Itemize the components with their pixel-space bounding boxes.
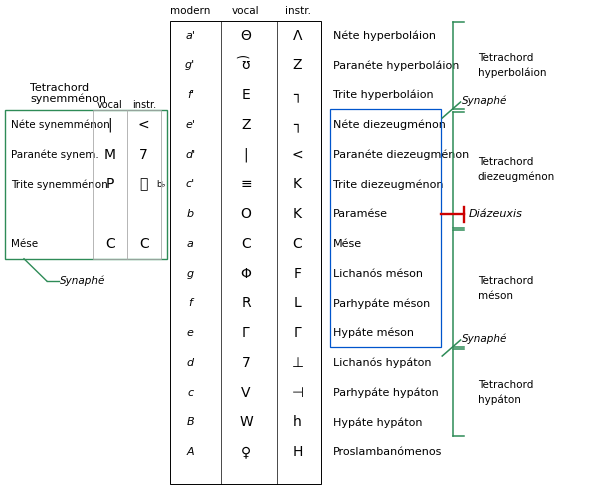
Text: F: F [293, 267, 302, 281]
Text: c: c [187, 388, 193, 397]
Text: Paranéte synem.: Paranéte synem. [11, 149, 98, 160]
Text: Diázeuxis: Diázeuxis [469, 209, 523, 219]
Text: a: a [187, 239, 194, 249]
Text: synemménon: synemménon [30, 94, 106, 104]
Text: Néte hyperboláion: Néte hyperboláion [333, 30, 436, 41]
Text: C: C [241, 237, 251, 251]
Text: Z: Z [293, 58, 302, 72]
Text: vocal: vocal [232, 6, 260, 16]
Text: Lichanós méson: Lichanós méson [333, 269, 423, 279]
Text: Tetrachord: Tetrachord [478, 380, 533, 390]
Text: modern: modern [170, 6, 211, 16]
Text: Hypáte méson: Hypáte méson [333, 328, 414, 339]
Text: Parhypáte méson: Parhypáte méson [333, 298, 430, 309]
Text: ⊥: ⊥ [292, 356, 304, 370]
Text: Z: Z [241, 118, 251, 132]
Text: Paranéte hyperboláion: Paranéte hyperboláion [333, 60, 460, 71]
Text: Néte diezeugménon: Néte diezeugménon [333, 120, 446, 130]
Text: Synaphé: Synaphé [461, 334, 507, 345]
Text: A: A [187, 447, 194, 457]
Text: c': c' [185, 179, 195, 190]
Bar [5, 110, 167, 259]
Text: h: h [293, 415, 302, 429]
Text: e': e' [185, 120, 195, 130]
Text: Mése: Mése [11, 239, 38, 249]
Text: Parhypáte hypáton: Parhypáte hypáton [333, 388, 439, 398]
Text: 7: 7 [139, 148, 148, 162]
Text: f: f [188, 298, 192, 308]
Text: Λ: Λ [293, 29, 302, 43]
Text: ⌣: ⌣ [140, 177, 148, 192]
Text: ͡ʊ: ͡ʊ [242, 58, 250, 72]
Text: V: V [241, 386, 251, 399]
Text: instr.: instr. [131, 100, 156, 110]
Text: a': a' [185, 31, 195, 41]
Text: Paranéte diezeugménon: Paranéte diezeugménon [333, 149, 469, 160]
Text: 7: 7 [242, 356, 250, 370]
Text: g: g [187, 269, 194, 279]
Text: Trite synemménon: Trite synemménon [11, 179, 107, 190]
Text: vocal: vocal [97, 100, 122, 110]
Text: ┐: ┐ [293, 118, 302, 132]
Text: Lichanós hypáton: Lichanós hypáton [333, 357, 431, 368]
Text: ┐: ┐ [293, 88, 302, 102]
Text: d: d [187, 358, 194, 368]
Text: K: K [293, 207, 302, 221]
Text: g': g' [185, 60, 195, 70]
Text: C: C [293, 237, 302, 251]
Text: |: | [107, 118, 112, 132]
Text: C: C [139, 237, 149, 251]
Bar [170, 21, 321, 484]
Text: Mése: Mése [333, 239, 362, 249]
Bar [93, 110, 161, 259]
Text: P: P [106, 177, 114, 192]
Text: ⊣: ⊣ [292, 386, 304, 399]
Text: instr.: instr. [284, 6, 311, 16]
Text: ≡: ≡ [240, 177, 252, 192]
Text: Paramése: Paramése [333, 209, 388, 219]
Text: Tetrachord: Tetrachord [478, 276, 533, 286]
Text: K: K [293, 177, 302, 192]
Text: Tetrachord: Tetrachord [478, 157, 533, 167]
Text: E: E [242, 88, 250, 102]
Text: Tetrachord: Tetrachord [478, 53, 533, 63]
Text: H: H [292, 445, 303, 459]
Text: Θ: Θ [241, 29, 251, 43]
Text: Trite diezeugménon: Trite diezeugménon [333, 179, 443, 190]
Bar [330, 109, 441, 347]
Text: C: C [105, 237, 115, 251]
Text: B: B [187, 417, 194, 427]
Text: |: | [244, 148, 248, 162]
Text: f': f' [187, 90, 194, 100]
Text: e: e [187, 328, 194, 338]
Text: Synaphé: Synaphé [60, 276, 106, 286]
Text: Trite hyperboláion: Trite hyperboláion [333, 90, 434, 100]
Text: Hypáte hypáton: Hypáte hypáton [333, 417, 422, 428]
Text: L: L [294, 297, 301, 310]
Text: b♭: b♭ [156, 180, 166, 189]
Text: b: b [187, 209, 194, 219]
Text: Tetrachord: Tetrachord [30, 83, 89, 93]
Text: Γ: Γ [242, 326, 250, 340]
Text: W: W [239, 415, 253, 429]
Text: Néte synemménon: Néte synemménon [11, 120, 110, 130]
Text: hyperboláion: hyperboláion [478, 67, 546, 78]
Text: R: R [241, 297, 251, 310]
Text: <: < [138, 118, 149, 132]
Text: O: O [241, 207, 251, 221]
Text: Synaphé: Synaphé [461, 96, 507, 106]
Text: méson: méson [478, 291, 512, 301]
Text: ♀: ♀ [241, 445, 251, 459]
Text: M: M [104, 148, 116, 162]
Text: Γ: Γ [294, 326, 301, 340]
Text: hypáton: hypáton [478, 395, 520, 405]
Text: <: < [292, 148, 304, 162]
Text: d': d' [185, 149, 195, 160]
Text: diezeugménon: diezeugménon [478, 172, 555, 182]
Text: Φ: Φ [241, 267, 251, 281]
Text: Proslambanómenos: Proslambanómenos [333, 447, 442, 457]
